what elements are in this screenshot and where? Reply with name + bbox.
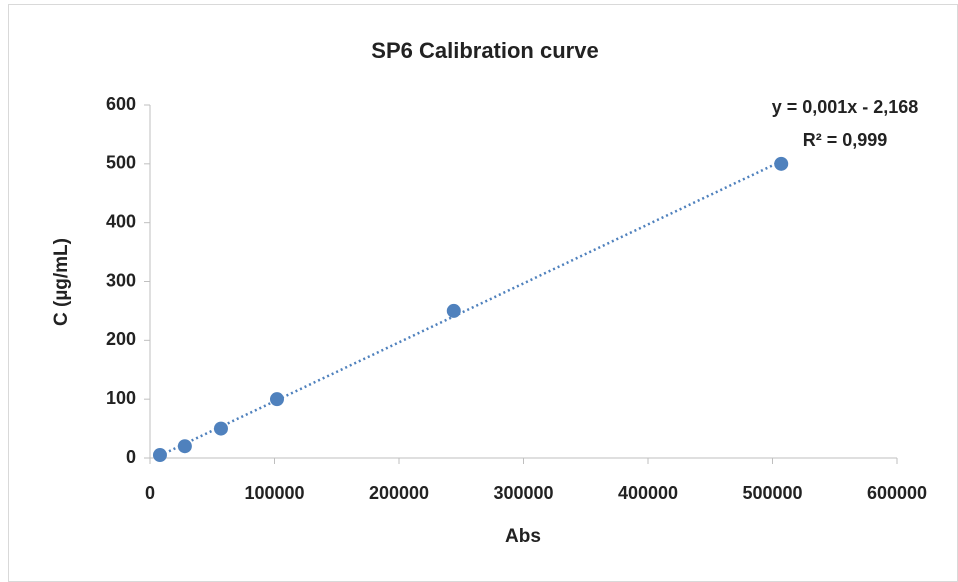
x-tick-label: 400000 bbox=[618, 483, 678, 503]
data-point bbox=[446, 303, 461, 318]
data-point bbox=[774, 156, 789, 171]
y-axis-label: C (µg/mL) bbox=[51, 238, 72, 326]
data-point bbox=[177, 439, 192, 454]
x-tick-label: 500000 bbox=[742, 483, 802, 503]
y-tick-label: 200 bbox=[106, 329, 136, 349]
y-tick-label: 0 bbox=[126, 447, 136, 467]
y-tick-label: 600 bbox=[106, 94, 136, 114]
trendline-r-squared: R² = 0,999 bbox=[803, 130, 888, 150]
y-tick-label: 400 bbox=[106, 211, 136, 231]
data-point bbox=[269, 392, 284, 407]
chart-title: SP6 Calibration curve bbox=[371, 38, 598, 63]
y-tick-label: 500 bbox=[106, 153, 136, 173]
data-point bbox=[213, 421, 228, 436]
y-tick-label: 100 bbox=[106, 388, 136, 408]
x-tick-label: 200000 bbox=[369, 483, 429, 503]
y-tick-label: 300 bbox=[106, 270, 136, 290]
chart-border bbox=[8, 4, 958, 582]
x-tick-label: 0 bbox=[145, 483, 155, 503]
x-axis-label: Abs bbox=[505, 526, 541, 547]
x-tick-label: 100000 bbox=[244, 483, 304, 503]
trendline-equation: y = 0,001x - 2,168 bbox=[772, 97, 919, 117]
data-point bbox=[152, 448, 167, 463]
x-tick-label: 600000 bbox=[867, 483, 927, 503]
x-tick-label: 300000 bbox=[493, 483, 553, 503]
